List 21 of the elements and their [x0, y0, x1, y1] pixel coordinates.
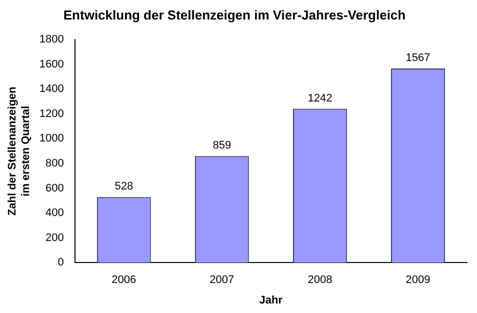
x-tick-label: 2008	[308, 274, 332, 286]
y-tick-label: 800	[46, 158, 64, 170]
x-tick-label: 2006	[112, 274, 136, 286]
data-label: 528	[114, 180, 134, 193]
y-tick-label: 600	[46, 182, 64, 194]
chart-title: Entwicklung der Stellenzeigen im Vier-Jahres-Vergleich	[63, 7, 406, 22]
y-axis-title: Zahl der Stellenanzeigen im ersten Quartal	[6, 86, 32, 216]
y-tick-label: 200	[46, 232, 64, 244]
y-tick-label: 400	[46, 207, 64, 220]
data-label: 1567	[406, 52, 430, 64]
x-axis-title: Jahr	[259, 294, 284, 306]
data-label: 1242	[308, 92, 332, 104]
x-tick-label: 2007	[210, 274, 234, 286]
y-tick-label: 1000	[39, 132, 64, 145]
y-tick-label: 1600	[39, 58, 64, 70]
y-tick-label: 1400	[39, 83, 64, 96]
data-label: 859	[212, 140, 232, 152]
y-tick-label: 1200	[39, 108, 64, 120]
y-tick-label: 0	[58, 256, 64, 269]
y-tick-label: 1800	[39, 34, 64, 46]
x-tick-label: 2009	[406, 274, 430, 286]
